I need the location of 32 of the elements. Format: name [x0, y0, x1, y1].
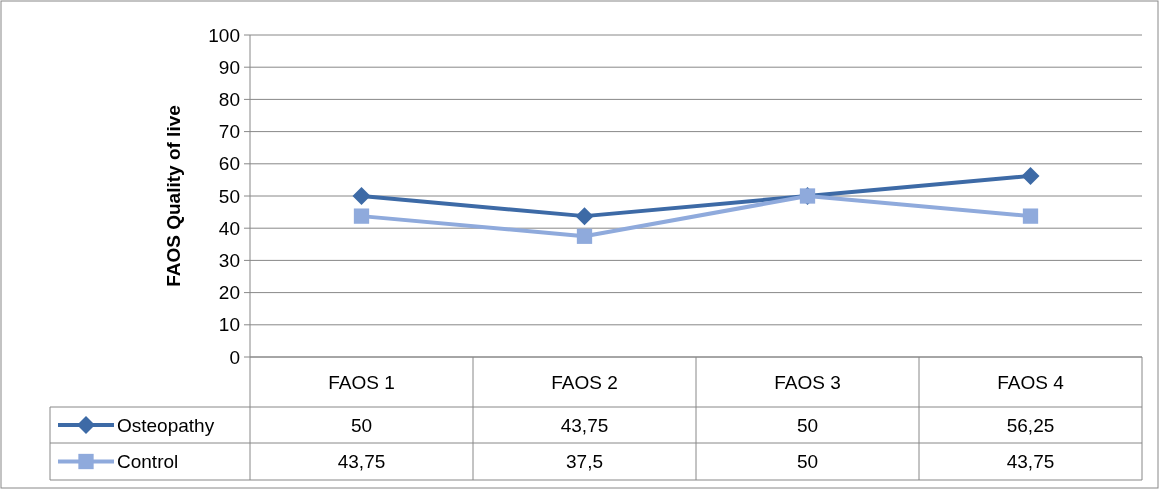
point — [353, 208, 370, 224]
data-label: 50 — [796, 451, 819, 473]
y-tick-label: 60 — [218, 153, 240, 175]
data-label: 50 — [350, 414, 373, 436]
y-tick-label: 30 — [218, 250, 240, 272]
y-tick-label: 100 — [208, 24, 240, 46]
point — [575, 207, 594, 226]
y-tick-label: 10 — [218, 314, 240, 336]
data-label: 43,75 — [337, 451, 386, 473]
data-label: 56,25 — [1006, 414, 1055, 436]
data-label: 43,75 — [560, 414, 609, 436]
data-label: 37,5 — [566, 451, 603, 473]
y-tick-label: 80 — [218, 89, 240, 111]
point — [1021, 166, 1040, 185]
y-tick-label: 50 — [218, 185, 240, 207]
point — [576, 228, 593, 244]
y-tick-label: 20 — [218, 282, 240, 304]
point — [352, 187, 371, 205]
legend-label: Control — [117, 451, 179, 473]
y-tick-label: 40 — [218, 217, 240, 239]
x-tick-label: FAOS 4 — [997, 371, 1065, 393]
x-tick-label: FAOS 3 — [774, 371, 841, 393]
y-tick-label: 90 — [218, 56, 240, 78]
y-axis-title: FAOS Quality of live — [163, 105, 184, 287]
y-tick-label: 70 — [218, 121, 240, 143]
data-label: 50 — [796, 414, 819, 436]
point — [1022, 208, 1039, 224]
x-tick-label: FAOS 1 — [328, 371, 395, 393]
x-tick-label: FAOS 2 — [551, 371, 618, 393]
data-label: 43,75 — [1006, 451, 1055, 473]
legend-label: Osteopathy — [117, 414, 215, 436]
y-tick-label: 0 — [229, 346, 240, 368]
